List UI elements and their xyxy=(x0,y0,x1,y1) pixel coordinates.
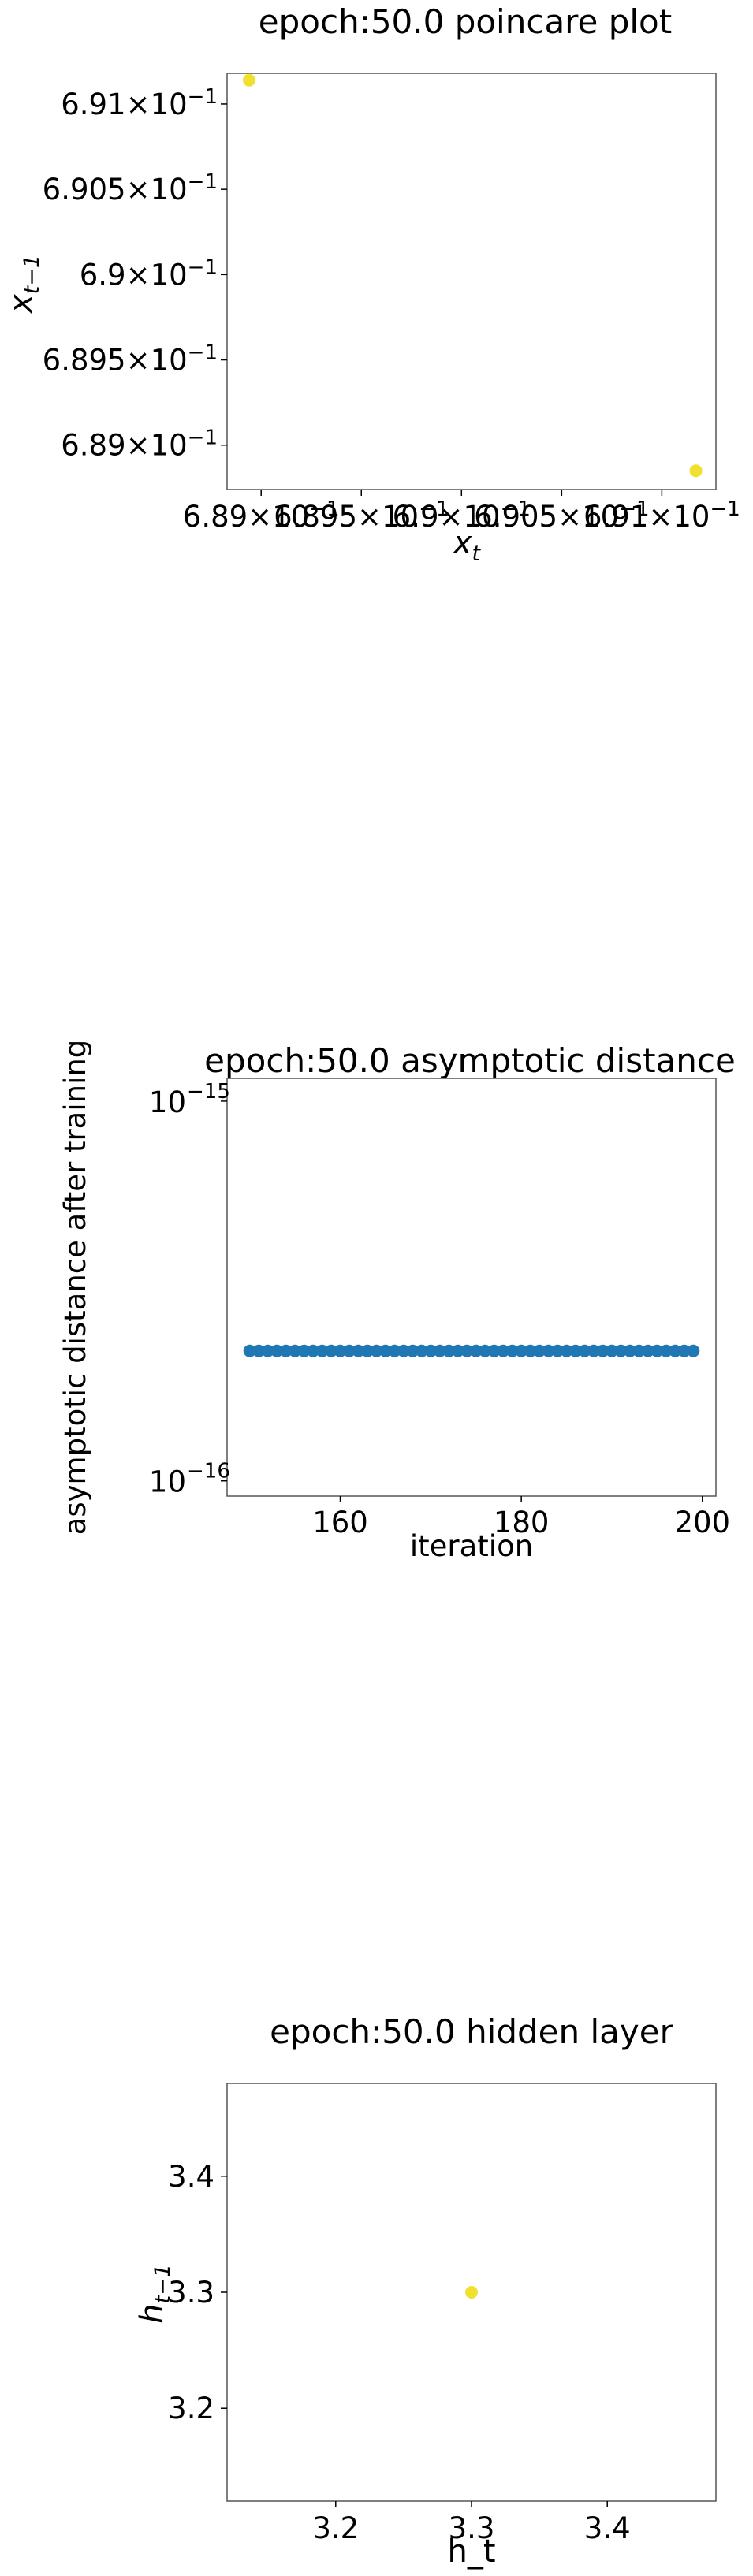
data-point xyxy=(524,1344,537,1357)
chart-hidden-layer: epoch:50.0 hidden layer 3.2 3.3 3.4 3.2 3.3… xyxy=(134,2012,717,2570)
data-point xyxy=(542,1344,555,1357)
y-tick-label: 6.905×10−1 xyxy=(43,170,218,207)
data-point xyxy=(360,1344,374,1357)
x-axis-label: iteration xyxy=(410,1529,533,1563)
data-point xyxy=(569,1344,583,1357)
data-point xyxy=(397,1344,410,1357)
x-axis-label: h_t xyxy=(447,2533,495,2570)
data-point xyxy=(687,1344,700,1357)
data-point xyxy=(433,1344,446,1357)
data-point xyxy=(460,1344,474,1357)
x-tick-group: 3.2 3.3 3.4 xyxy=(312,2501,631,2545)
data-point xyxy=(587,1344,600,1357)
y-tick-label: 6.91×10−1 xyxy=(61,85,218,121)
point-group xyxy=(242,73,703,478)
data-point xyxy=(415,1344,428,1357)
x-tick-label: 160 xyxy=(312,1506,368,1539)
x-tick-group: 160 180 200 xyxy=(312,1496,730,1539)
data-point xyxy=(243,1344,256,1357)
data-point xyxy=(279,1344,293,1357)
x-tick-label: 180 xyxy=(494,1506,550,1539)
point-group xyxy=(243,1344,700,1357)
data-point xyxy=(605,1344,618,1357)
y-tick-label: 3.4 xyxy=(168,2160,214,2194)
data-point xyxy=(505,1344,519,1357)
data-point xyxy=(560,1344,573,1357)
x-tick-label: 3.4 xyxy=(584,2511,631,2545)
data-point xyxy=(442,1344,456,1357)
data-point xyxy=(289,1344,302,1357)
chart-title: epoch:50.0 poincare plot xyxy=(259,2,672,41)
data-point xyxy=(334,1344,347,1357)
data-point xyxy=(352,1344,365,1357)
data-point xyxy=(689,464,703,478)
point-group xyxy=(465,2286,478,2299)
data-point xyxy=(669,1344,682,1357)
data-point xyxy=(596,1344,609,1357)
chart-title: epoch:50.0 asymptotic distance xyxy=(204,1041,736,1080)
y-tick-label: 10 xyxy=(149,1085,186,1119)
y-tick-label: 6.89×10−1 xyxy=(61,426,218,463)
x-tick-label: 3.2 xyxy=(312,2511,359,2545)
x-tick-label: 200 xyxy=(674,1506,730,1539)
data-point xyxy=(297,1344,311,1357)
data-point xyxy=(487,1344,501,1357)
y-tick-label: 6.895×10−1 xyxy=(43,341,218,378)
data-point xyxy=(424,1344,438,1357)
y-tick-label: 10 xyxy=(149,1465,186,1499)
y-tick-group: 3.2 3.3 3.4 xyxy=(168,2160,227,2425)
data-point xyxy=(623,1344,636,1357)
data-point xyxy=(497,1344,510,1357)
data-point xyxy=(406,1344,419,1357)
data-point xyxy=(261,1344,274,1357)
data-point xyxy=(325,1344,338,1357)
y-tick-group: 6.89×10−1 6.895×10−1 6.9×10−1 6.905×10−1 6.9… xyxy=(43,85,227,463)
data-point xyxy=(533,1344,546,1357)
data-point xyxy=(370,1344,383,1357)
plot-frame xyxy=(226,73,717,490)
y-tick-label: 3.2 xyxy=(168,2392,214,2425)
data-point xyxy=(578,1344,591,1357)
data-point xyxy=(465,2286,478,2299)
data-point xyxy=(632,1344,646,1357)
data-point xyxy=(479,1344,492,1357)
data-point xyxy=(343,1344,356,1357)
plot-frame xyxy=(226,1078,717,1497)
x-tick-label: 3.3 xyxy=(449,2511,495,2545)
data-point xyxy=(242,73,255,87)
data-point xyxy=(307,1344,320,1357)
data-point xyxy=(388,1344,401,1357)
data-point xyxy=(614,1344,628,1357)
data-point xyxy=(650,1344,664,1357)
x-tick-label: 6.91×10−1 xyxy=(583,497,740,534)
y-tick-exponent: −15 xyxy=(187,1080,230,1104)
data-point xyxy=(641,1344,654,1357)
y-axis-label: asymptotic distance after training xyxy=(58,1040,92,1536)
data-point xyxy=(659,1344,673,1357)
data-point xyxy=(378,1344,392,1357)
chart-poincare: epoch:50.0 poincare plot 6.89×10−1 6.895×… xyxy=(3,2,740,566)
x-tick-group: 6.89×10−16.895×10−16.9×10−16.905×10−16.9… xyxy=(183,490,740,534)
data-point xyxy=(252,1344,266,1357)
data-point xyxy=(270,1344,284,1357)
data-point xyxy=(469,1344,483,1357)
y-tick-exponent: −16 xyxy=(187,1460,230,1483)
y-axis-label: ht−1 xyxy=(134,2264,175,2324)
chart-title: epoch:50.0 hidden layer xyxy=(270,2012,673,2051)
data-point xyxy=(451,1344,464,1357)
data-point xyxy=(551,1344,565,1357)
x-tick-label: 6.895×10−1 xyxy=(274,497,449,534)
y-tick-label: 3.3 xyxy=(168,2276,214,2310)
data-point xyxy=(515,1344,528,1357)
data-point xyxy=(677,1344,691,1357)
y-axis-label: xt−1 xyxy=(3,255,44,315)
chart-asymptotic-distance: epoch:50.0 asymptotic distance 160 180 200… xyxy=(58,1040,736,1563)
y-tick-label: 6.9×10−1 xyxy=(80,255,218,292)
data-point xyxy=(315,1344,329,1357)
